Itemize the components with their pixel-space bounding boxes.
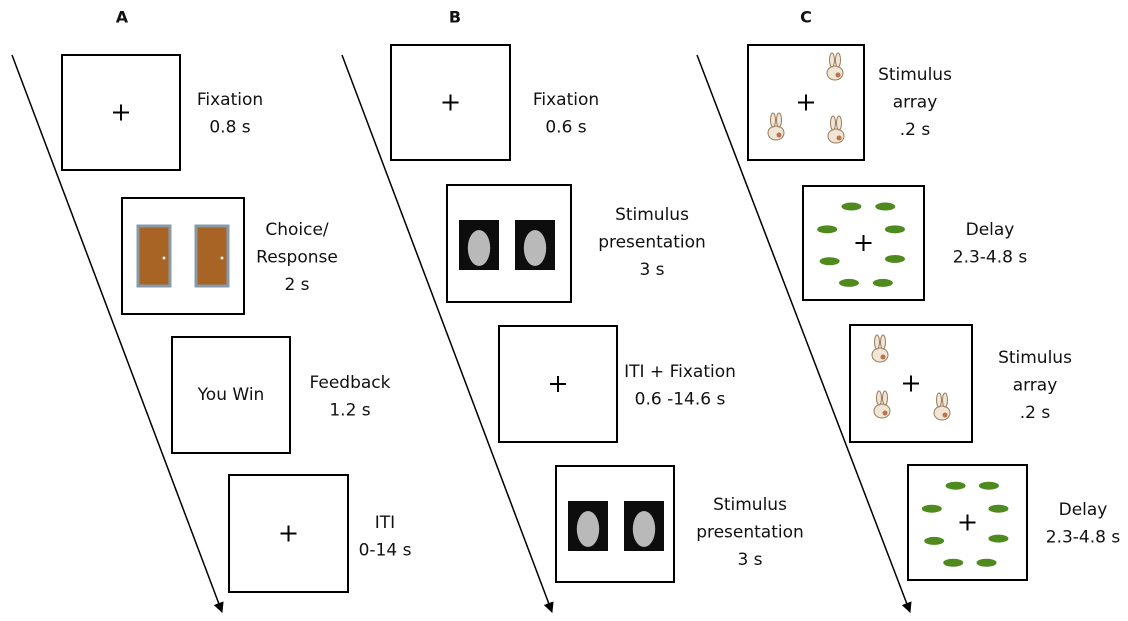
- bunny-spot: [883, 411, 888, 416]
- bunny-ear: [937, 393, 942, 407]
- grass-icon: [988, 535, 1008, 543]
- face: [468, 230, 490, 266]
- step-caption: 1.2 s: [329, 401, 370, 421]
- bunny-spot: [943, 413, 948, 418]
- door: [138, 226, 170, 286]
- step-caption: Fixation: [197, 90, 263, 110]
- step-caption: presentation: [598, 233, 706, 253]
- door-knob: [221, 257, 224, 260]
- step-caption: 2 s: [284, 275, 309, 295]
- grass-icon: [885, 255, 905, 263]
- step-caption: 0.6 -14.6 s: [635, 390, 726, 410]
- grass-icon: [841, 203, 861, 211]
- step-caption: Fixation: [533, 90, 599, 110]
- step-caption: array: [1013, 376, 1058, 396]
- grass-icon: [839, 279, 859, 287]
- bunny-body: [872, 348, 888, 362]
- face: [524, 230, 546, 266]
- door-knob: [163, 257, 166, 260]
- bunny-ear: [830, 53, 835, 67]
- bunny-spot: [777, 133, 782, 138]
- grass-icon: [820, 257, 840, 265]
- bunny-ear: [881, 335, 886, 349]
- bunny-ear: [837, 116, 842, 130]
- grass-icon: [977, 559, 997, 567]
- bunny-body: [827, 66, 843, 80]
- bunny-body: [874, 404, 890, 418]
- face: [633, 511, 655, 547]
- grass-icon: [946, 482, 966, 490]
- bunny-spot: [881, 355, 886, 360]
- step-caption: Response: [256, 248, 338, 268]
- figure: A Fixation 0.8 s Choice/Response 2 s You Win F…: [0, 0, 1128, 621]
- step-caption: Feedback: [310, 373, 391, 393]
- grass-icon: [943, 559, 963, 567]
- bunny-ear: [831, 116, 836, 130]
- bunny-spot: [837, 136, 842, 141]
- step-caption: array: [893, 93, 938, 113]
- step-caption: Delay: [1059, 500, 1108, 520]
- bunny-body: [768, 126, 784, 140]
- face: [577, 511, 599, 547]
- grass-icon: [873, 279, 893, 287]
- bunny-body: [828, 129, 844, 143]
- step-caption: 0-14 s: [359, 541, 412, 561]
- grass-icon: [988, 505, 1008, 513]
- step-caption: ITI: [375, 513, 395, 533]
- step-caption: presentation: [696, 523, 804, 543]
- door: [196, 226, 228, 286]
- step-caption: Stimulus: [615, 205, 689, 225]
- grass-icon: [875, 203, 895, 211]
- bunny-ear: [771, 113, 776, 127]
- step-caption: 2.3-4.8 s: [1046, 528, 1121, 548]
- step-caption: 0.6 s: [545, 118, 586, 138]
- bunny-ear: [883, 391, 888, 405]
- step-caption: Choice/: [265, 220, 329, 240]
- grass-icon: [922, 505, 942, 513]
- bunny-spot: [836, 73, 841, 78]
- panel-label: A: [116, 8, 129, 27]
- panel-label: C: [800, 8, 812, 27]
- step-caption: 0.8 s: [209, 118, 250, 138]
- step-caption: 2.3-4.8 s: [953, 248, 1028, 268]
- grass-icon: [817, 225, 837, 233]
- step-caption: 3 s: [639, 260, 664, 280]
- bunny-ear: [836, 53, 841, 67]
- bunny-ear: [875, 335, 880, 349]
- grass-icon: [979, 482, 999, 490]
- grass-icon: [885, 225, 905, 233]
- step-caption: Stimulus: [998, 348, 1072, 368]
- bunny-body: [934, 406, 950, 420]
- bunny-ear: [777, 113, 782, 127]
- step-caption: .2 s: [900, 120, 931, 140]
- step-caption: Stimulus: [878, 65, 952, 85]
- panel-label: B: [449, 8, 461, 27]
- step-caption: ITI + Fixation: [624, 362, 736, 382]
- bunny-ear: [877, 391, 882, 405]
- step-caption: 3 s: [737, 550, 762, 570]
- step-caption: .2 s: [1020, 403, 1051, 423]
- grass-icon: [924, 537, 944, 545]
- step-caption: Stimulus: [713, 495, 787, 515]
- step-caption: Delay: [966, 220, 1015, 240]
- bunny-ear: [943, 393, 948, 407]
- screen-text: You Win: [197, 385, 265, 405]
